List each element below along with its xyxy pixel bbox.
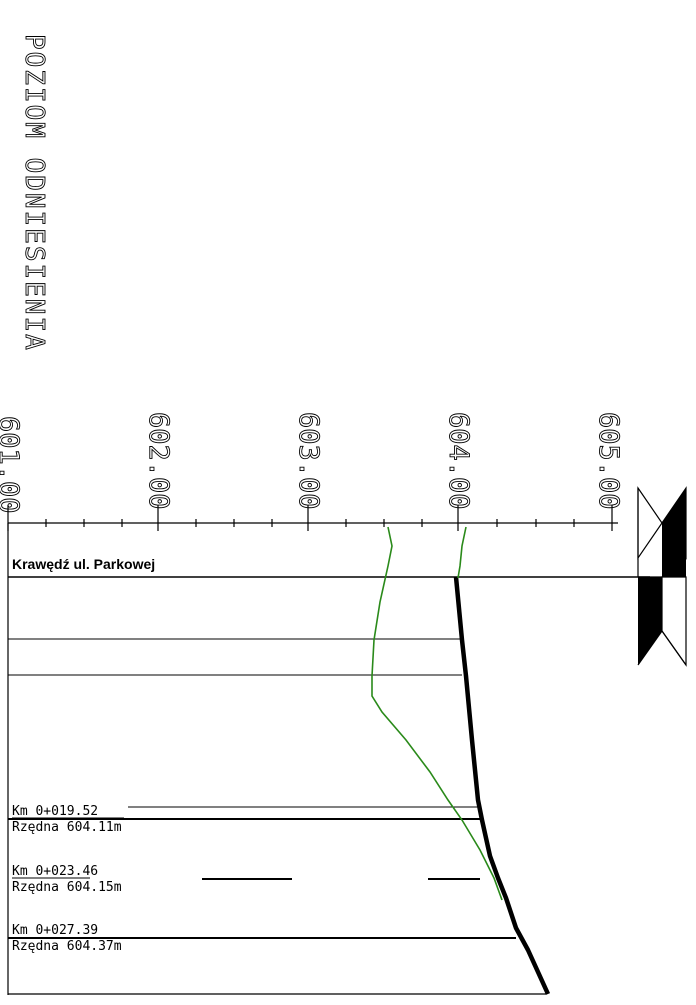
station-labels: Km 0+019.52 Rzędna 604.11m Km 0+023.46 R… [12,804,124,954]
axis-tick-label: 601.00 [0,416,24,514]
road-edge-label: Krawędź ul. Parkowej [12,556,155,572]
north-arrow-icon [637,486,687,667]
axis-tick-label: 603.00 [293,412,324,510]
station-km-label: Km 0+027.39 [12,923,98,938]
station-km-label: Km 0+019.52 [12,804,98,819]
section-lines [8,576,650,995]
design-profile-line [453,576,551,995]
station-elevation-label: Rzędna 604.37m [12,939,122,954]
axis-tick-label: 604.00 [443,412,474,510]
axis-labels: 601.00 602.00 603.00 604.00 605.00 [0,412,624,514]
terrain-line-a [371,526,503,901]
terrain-line-b [457,526,467,579]
station-elevation-label: Rzędna 604.11m [12,820,122,835]
reference-level-title: POZIOM ODNIESIENIA [19,34,49,352]
axis-tick-label: 605.00 [593,412,624,510]
station-km-label: Km 0+023.46 [12,864,98,879]
axis-tick-label: 602.00 [143,412,174,510]
station-elevation-label: Rzędna 604.15m [12,880,122,895]
elevation-axis [7,505,618,531]
